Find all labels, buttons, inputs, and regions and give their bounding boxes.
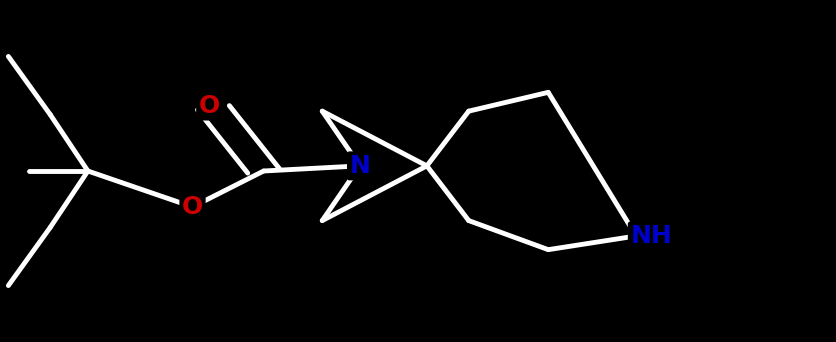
Text: O: O [181,195,203,219]
Text: O: O [198,94,220,118]
Text: N: N [349,154,370,178]
Text: NH: NH [630,224,671,248]
